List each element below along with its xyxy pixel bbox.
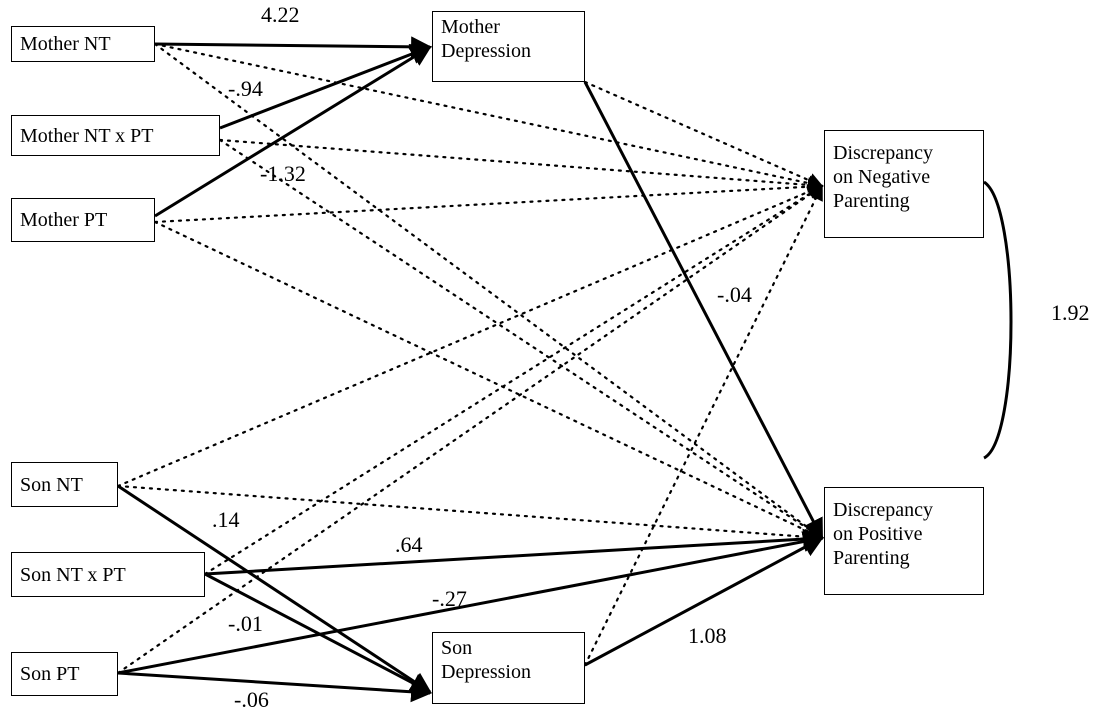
path-mother-ntxpt-to-mother-dep	[219, 44, 432, 130]
coef-son-pt-to-son-dep: -.06	[234, 687, 269, 712]
box-discrepancy-negative: Discrepancy on Negative Parenting	[824, 130, 984, 238]
dotted-path-mother-nt-to-pos	[153, 42, 824, 540]
solid-paths	[117, 36, 1013, 703]
label-son-depression-2: Depression	[441, 661, 531, 683]
label-son-nt: Son NT	[20, 473, 83, 496]
dotted-path-mother-ntxpt-to-neg	[218, 138, 824, 193]
path-son-ntxpt-to-son-dep	[204, 572, 432, 694]
label-disc-pos-1: Discrepancy	[833, 499, 933, 521]
path-mother-pt-to-mother-dep	[154, 45, 432, 218]
label-disc-neg-3: Parenting	[833, 190, 910, 212]
box-son-depression: Son Depression	[432, 632, 585, 704]
dotted-path-son-dep-to-neg	[583, 184, 824, 667]
dotted-path-mother-ntxpt-to-pos	[218, 138, 824, 540]
label-mother-depression-2: Depression	[441, 40, 531, 62]
dotted-path-mother-dep-to-neg	[583, 80, 824, 188]
path-mother-nt-to-mother-dep	[154, 36, 433, 58]
label-mother-pt: Mother PT	[20, 209, 108, 231]
box-son-ntxpt: Son NT x PT	[11, 552, 205, 597]
label-son-depression-1: Son	[441, 637, 473, 659]
box-son-nt: Son NT	[11, 462, 118, 507]
covariance-arc	[983, 180, 1013, 460]
coef-son-pt-to-pos: -.27	[432, 586, 467, 611]
label-disc-pos-2: on Positive	[833, 523, 923, 545]
coef-son-ntxpt-to-pos: .64	[395, 532, 423, 557]
dotted-path-son-pt-to-neg	[116, 184, 824, 675]
coef-covariance: 1.92	[1051, 300, 1090, 325]
path-mother-dep-to-pos	[583, 81, 824, 540]
path-son-pt-to-son-dep	[117, 671, 433, 703]
label-mother-nt: Mother NT	[20, 33, 111, 55]
path-son-pt-to-pos	[117, 531, 825, 675]
dotted-path-son-nt-to-neg	[116, 184, 824, 488]
coef-mother-dep-to-pos: -.04	[717, 282, 752, 307]
label-disc-pos-3: Parenting	[833, 547, 910, 569]
label-disc-neg-2: on Negative	[833, 166, 931, 188]
coef-mother-ntxpt-to-mother-dep: -.94	[228, 76, 263, 101]
path-son-ntxpt-to-pos	[204, 528, 825, 576]
box-mother-pt: Mother PT	[11, 198, 155, 242]
path-son-dep-to-pos	[584, 536, 824, 667]
coef-son-dep-to-pos: 1.08	[688, 623, 727, 648]
label-mother-depression-1: Mother	[441, 16, 500, 38]
label-disc-neg-1: Discrepancy	[833, 142, 933, 164]
coef-son-ntxpt-to-son-dep: -.01	[228, 611, 263, 636]
box-mother-depression: Mother Depression	[432, 11, 585, 82]
box-discrepancy-positive: Discrepancy on Positive Parenting	[824, 487, 984, 595]
box-mother-ntxpt: Mother NT x PT	[11, 115, 220, 156]
box-son-pt: Son PT	[11, 652, 118, 696]
box-mother-nt: Mother NT	[11, 26, 155, 62]
label-son-pt: Son PT	[20, 663, 80, 685]
coef-mother-pt-to-mother-dep: -1.32	[260, 161, 306, 186]
label-mother-ntxpt: Mother NT x PT	[20, 124, 154, 147]
dotted-path-mother-pt-to-pos	[153, 220, 824, 540]
label-son-ntxpt: Son NT x PT	[20, 563, 126, 586]
coef-son-nt-to-son-dep: .14	[212, 507, 240, 532]
dotted-path-son-nt-to-pos	[116, 484, 824, 545]
dotted-paths	[116, 42, 824, 675]
dotted-path-son-ntxpt-to-neg	[203, 184, 824, 576]
dotted-path-mother-pt-to-neg	[153, 179, 824, 224]
coef-mother-nt-to-mother-dep: 4.22	[261, 2, 300, 27]
dotted-path-mother-nt-to-neg	[153, 42, 824, 191]
path-son-nt-to-son-dep	[117, 484, 432, 694]
